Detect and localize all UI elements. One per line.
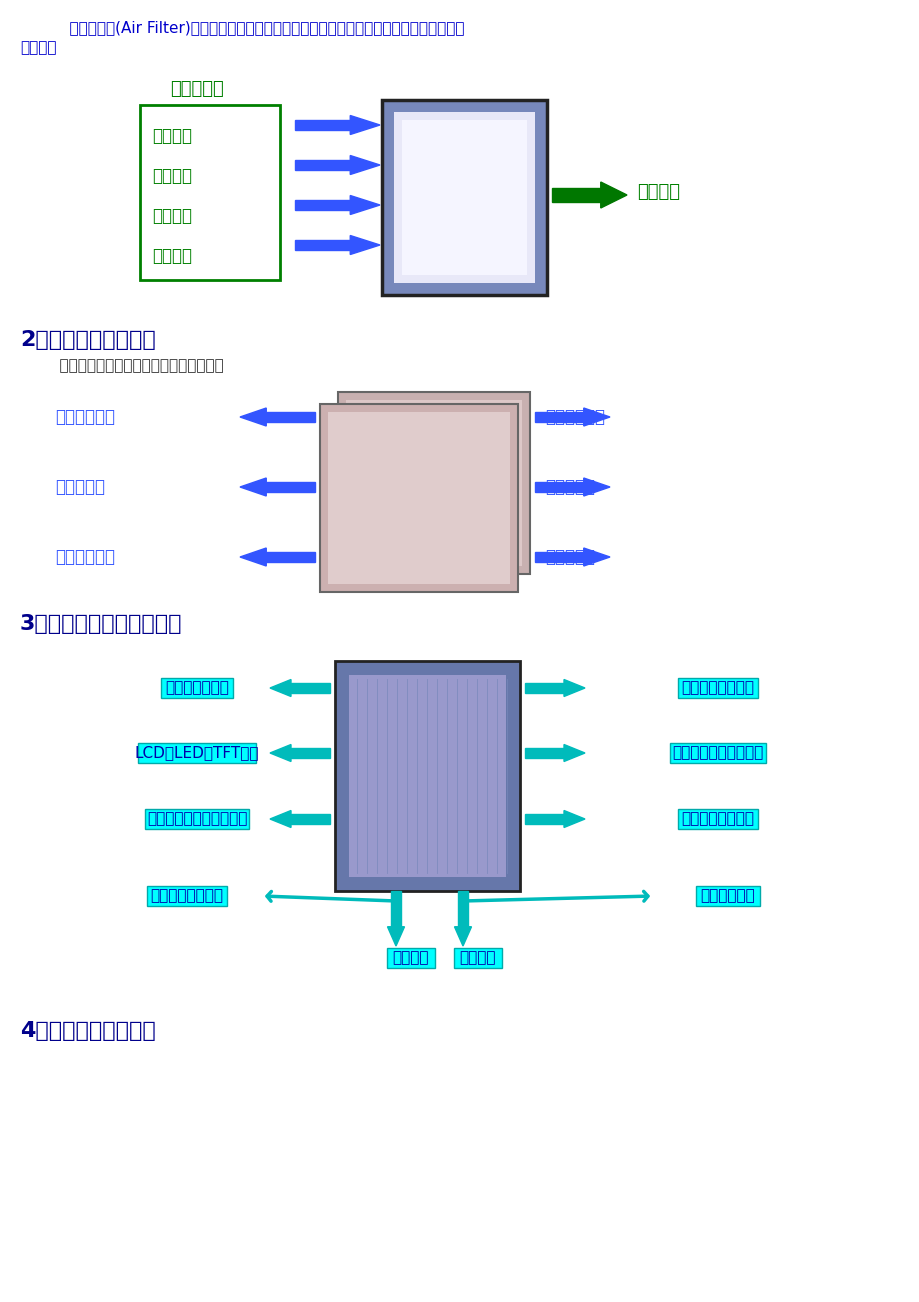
Polygon shape [458,891,467,927]
Polygon shape [535,411,584,422]
Polygon shape [350,116,380,134]
Polygon shape [551,187,600,202]
FancyBboxPatch shape [137,742,256,763]
FancyBboxPatch shape [677,677,757,698]
FancyBboxPatch shape [387,948,435,969]
Text: 洁净空气: 洁净空气 [636,184,679,201]
FancyBboxPatch shape [348,674,505,878]
Polygon shape [350,195,380,215]
Text: 有尘污染: 有尘污染 [152,128,192,145]
Polygon shape [525,814,563,824]
Polygon shape [295,199,350,210]
Polygon shape [295,120,350,130]
FancyBboxPatch shape [696,885,759,906]
Text: 3．空气过滤器的应用范围: 3．空气过滤器的应用范围 [20,615,182,634]
Polygon shape [290,749,330,758]
FancyBboxPatch shape [335,661,519,891]
Text: LCD、LED、TFT行业: LCD、LED、TFT行业 [134,746,259,760]
Polygon shape [269,811,290,828]
FancyBboxPatch shape [140,105,279,280]
Text: 有菌污染: 有菌污染 [152,247,192,266]
Polygon shape [584,408,609,426]
Polygon shape [535,552,584,562]
FancyBboxPatch shape [161,677,233,698]
FancyBboxPatch shape [328,411,509,585]
Text: 聚丙烯纤维: 聚丙烯纤维 [55,478,105,496]
Text: 航天军事行业: 航天军事行业 [700,888,754,904]
FancyBboxPatch shape [454,948,501,969]
FancyBboxPatch shape [402,120,527,275]
Polygon shape [266,482,314,492]
Polygon shape [269,680,290,697]
Polygon shape [295,240,350,250]
Text: 目前广泛使用的空气过滤器材质主要有：: 目前广泛使用的空气过滤器材质主要有： [40,358,223,372]
Text: 植物纤维滤料: 植物纤维滤料 [544,408,605,426]
Text: 不洁净空气: 不洁净空气 [170,79,223,98]
Polygon shape [240,408,266,426]
Text: 光学、光电、半导体行业: 光学、光电、半导体行业 [147,811,247,827]
Text: 聚酯纤维滤料: 聚酯纤维滤料 [55,548,115,566]
Text: 4、空气过滤器的原理: 4、空气过滤器的原理 [20,1021,155,1042]
Text: 生物实验室及研究机构: 生物实验室及研究机构 [672,746,763,760]
Polygon shape [563,811,584,828]
Text: 表面静电喷涂车间: 表面静电喷涂车间 [151,888,223,904]
Polygon shape [584,548,609,566]
Polygon shape [350,155,380,174]
Polygon shape [269,745,290,762]
Polygon shape [391,891,401,927]
FancyBboxPatch shape [337,392,529,574]
Text: 手术室。: 手术室。 [20,40,56,55]
Polygon shape [525,749,563,758]
FancyBboxPatch shape [677,809,757,829]
Polygon shape [266,552,314,562]
Text: 活性碳滤料: 活性碳滤料 [544,548,595,566]
FancyBboxPatch shape [320,404,517,592]
FancyBboxPatch shape [147,885,226,906]
FancyBboxPatch shape [670,742,765,763]
Polygon shape [535,482,584,492]
Polygon shape [563,745,584,762]
Polygon shape [240,548,266,566]
FancyBboxPatch shape [145,809,248,829]
Polygon shape [525,684,563,693]
Polygon shape [387,927,404,947]
Polygon shape [240,478,266,496]
Polygon shape [600,182,627,208]
Polygon shape [350,236,380,254]
Text: 有毒污染: 有毒污染 [152,207,192,225]
Text: 无纺布滤料: 无纺布滤料 [544,478,595,496]
Text: 制药行业: 制药行业 [392,950,429,966]
Polygon shape [290,814,330,824]
Polygon shape [584,478,609,496]
Text: 空气过滤器(Air Filter)是指空气过滤装置。空气过滤装置一般用于洁净车间、实验室及洁净: 空气过滤器(Air Filter)是指空气过滤装置。空气过滤装置一般用于洁净车间… [50,20,464,35]
Polygon shape [563,680,584,697]
Polygon shape [295,160,350,171]
Text: 公共场所中央空调: 公共场所中央空调 [681,681,754,695]
Text: 玻璃纤维滤纸: 玻璃纤维滤纸 [55,408,115,426]
Text: 2．空气过滤器的材质: 2．空气过滤器的材质 [20,329,155,350]
Polygon shape [454,927,471,947]
Text: 食品工业: 食品工业 [460,950,495,966]
Text: 有色污染: 有色污染 [152,167,192,185]
Text: 高精密电子行业: 高精密电子行业 [165,681,229,695]
FancyBboxPatch shape [381,100,547,296]
FancyBboxPatch shape [346,400,521,566]
Polygon shape [290,684,330,693]
Polygon shape [266,411,314,422]
FancyBboxPatch shape [393,112,535,283]
Text: 医疗机构及手术室: 医疗机构及手术室 [681,811,754,827]
